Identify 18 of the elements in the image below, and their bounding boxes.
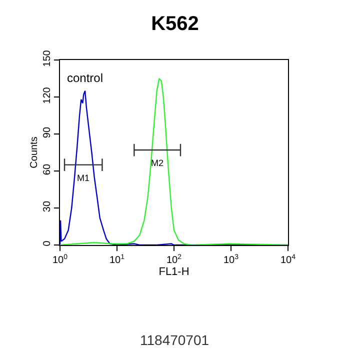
y-tick-label: 120 — [42, 86, 53, 104]
y-tick-label: 90 — [42, 126, 53, 138]
y-tick-label: 0 — [42, 240, 53, 246]
series-label: M2 — [151, 158, 164, 168]
x-tick-label: 10$^{0}$ — [52, 254, 68, 266]
y-tick-label: 30 — [42, 200, 53, 212]
y-tick-label: 60 — [42, 164, 53, 176]
x-axis-title: FL1-H — [158, 266, 190, 278]
y-tick-label: 150 — [42, 50, 53, 67]
x-tick-label: 10$^{1}$ — [109, 254, 125, 266]
chart-title: K562 — [151, 12, 199, 35]
series-label: M1 — [77, 173, 90, 183]
x-tick-label: 10$^{3}$ — [223, 254, 239, 266]
x-tick-label: 10$^{2}$ — [166, 254, 182, 266]
text: 118470701 — [140, 332, 210, 348]
x-tick-label: 10$^{4}$ — [280, 254, 296, 266]
y-axis-title: Counts — [29, 136, 40, 168]
annotation: control — [67, 71, 104, 85]
